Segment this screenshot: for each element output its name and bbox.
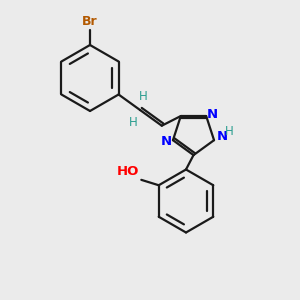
Text: H: H (129, 116, 138, 128)
Text: H: H (225, 125, 233, 138)
Text: HO: HO (116, 165, 139, 178)
Text: N: N (207, 108, 218, 121)
Text: Br: Br (82, 15, 98, 28)
Text: N: N (217, 130, 228, 143)
Text: N: N (161, 135, 172, 148)
Text: H: H (139, 90, 148, 103)
